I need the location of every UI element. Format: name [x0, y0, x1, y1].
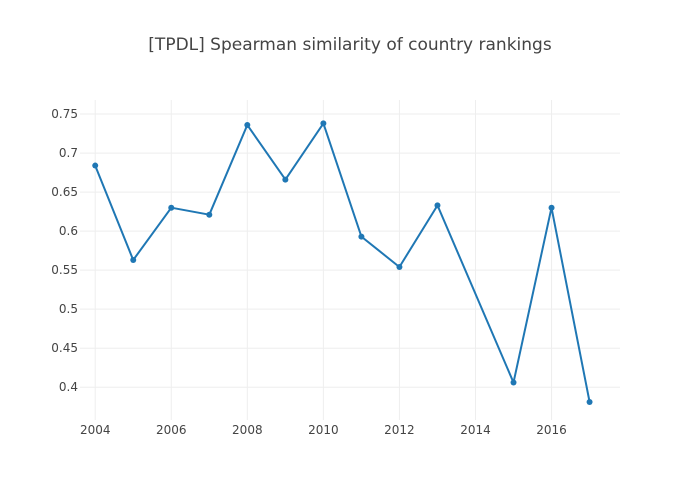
data-point — [168, 204, 175, 211]
grid-layer — [80, 100, 620, 420]
y-tick-label: 0.65 — [51, 185, 78, 199]
data-point — [434, 202, 441, 209]
data-point — [130, 257, 137, 263]
y-tick-label: 0.5 — [59, 302, 78, 316]
data-point — [510, 379, 517, 386]
x-tick-label: 2006 — [156, 423, 187, 437]
y-tick-label: 0.6 — [59, 224, 78, 238]
y-tick-label: 0.4 — [59, 380, 78, 394]
chart-title: [TPDL] Spearman similarity of country ra… — [148, 35, 552, 55]
x-tick-label: 2014 — [460, 423, 491, 437]
y-tick-label: 0.45 — [51, 341, 78, 355]
y-tick-label: 0.55 — [51, 263, 78, 277]
x-axis-ticks: 2004 2006 2008 2010 2012 2014 2016 — [80, 423, 567, 437]
data-point — [206, 211, 213, 218]
data-point — [586, 399, 593, 406]
x-tick-label: 2016 — [536, 423, 567, 437]
data-point — [244, 121, 251, 128]
x-tick-label: 2008 — [232, 423, 263, 437]
series-layer — [92, 120, 593, 406]
data-point — [320, 120, 327, 127]
y-axis-ticks: 0.4 0.45 0.5 0.55 0.6 0.65 0.7 0.75 — [51, 107, 78, 394]
data-point — [282, 176, 289, 183]
data-point — [92, 162, 99, 169]
data-point — [548, 204, 555, 211]
y-tick-label: 0.7 — [59, 146, 78, 160]
x-tick-label: 2010 — [308, 423, 339, 437]
x-tick-label: 2004 — [80, 423, 111, 437]
x-tick-label: 2012 — [384, 423, 415, 437]
data-point — [396, 264, 403, 271]
y-tick-label: 0.75 — [51, 107, 78, 121]
data-point — [358, 233, 365, 240]
